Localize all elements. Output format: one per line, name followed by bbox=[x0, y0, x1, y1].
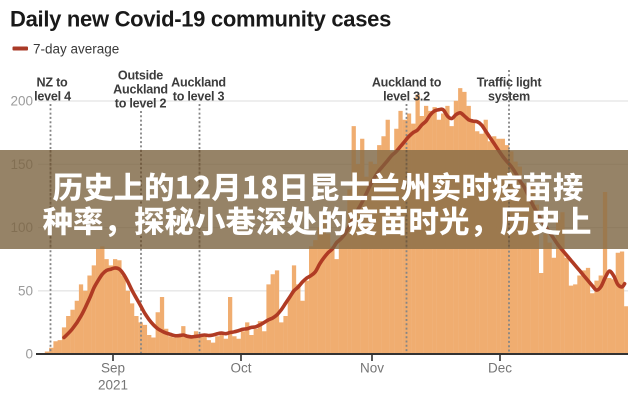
svg-text:to level 2: to level 2 bbox=[115, 97, 167, 111]
svg-text:7-day average: 7-day average bbox=[33, 42, 119, 57]
svg-text:50: 50 bbox=[18, 283, 33, 298]
svg-text:Auckland: Auckland bbox=[171, 76, 226, 90]
svg-text:Outside: Outside bbox=[118, 69, 163, 83]
svg-text:to level 3: to level 3 bbox=[173, 90, 225, 104]
svg-text:Sep: Sep bbox=[101, 361, 125, 376]
svg-text:system: system bbox=[488, 90, 530, 104]
svg-text:Dec: Dec bbox=[488, 361, 512, 376]
svg-text:NZ to: NZ to bbox=[37, 76, 68, 90]
svg-text:level 3.2: level 3.2 bbox=[383, 90, 430, 104]
svg-text:Daily new Covid-19 community c: Daily new Covid-19 community cases bbox=[10, 7, 391, 32]
svg-text:200: 200 bbox=[10, 94, 33, 109]
svg-text:2021: 2021 bbox=[98, 378, 128, 393]
svg-text:0: 0 bbox=[25, 347, 33, 362]
svg-text:Oct: Oct bbox=[230, 361, 251, 376]
svg-text:Auckland to: Auckland to bbox=[372, 76, 442, 90]
svg-text:Nov: Nov bbox=[360, 361, 384, 376]
svg-text:level 4: level 4 bbox=[34, 90, 71, 104]
svg-text:Traffic light: Traffic light bbox=[477, 76, 543, 90]
svg-text:Auckland: Auckland bbox=[113, 83, 168, 97]
